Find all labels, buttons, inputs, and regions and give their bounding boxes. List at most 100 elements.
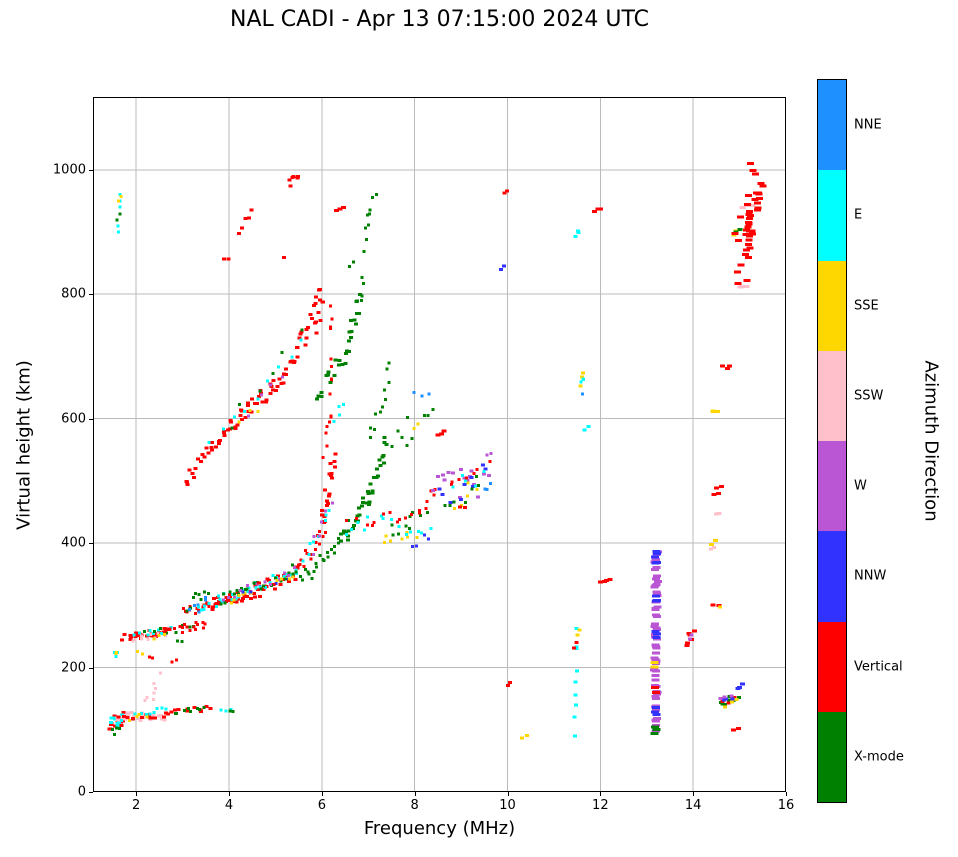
y-tickmark [89, 667, 93, 669]
scatter-segment-SSW [143, 671, 162, 702]
scatter-segment-W [718, 694, 734, 701]
x-tick-label: 4 [224, 798, 234, 813]
x-tick-label: 8 [410, 798, 419, 813]
y-tickmark [89, 169, 93, 171]
scatter-segment-SSE [237, 408, 260, 424]
scatter-segment-X [371, 192, 379, 199]
scatter-segment-NNW [651, 594, 661, 603]
scatter-segment-X [174, 706, 206, 716]
scatter-segment-V [344, 511, 392, 527]
colorbar-segment-nnw [818, 531, 846, 622]
scatter-segment-V [731, 162, 767, 286]
scatter-segment-X [443, 475, 481, 508]
scatter-segment-V [713, 485, 724, 490]
scatter-segment-NNE [483, 482, 493, 491]
scatter-segment-V [457, 505, 467, 509]
scatter-segment-SSE [520, 734, 529, 740]
y-tick-label: 600 [61, 411, 86, 427]
scatter-segment-SSW [713, 512, 722, 516]
scatter-segment-V [184, 446, 215, 487]
scatter-segment-V [236, 208, 254, 236]
scatter-segment-NNE [412, 390, 431, 398]
y-tickmark [89, 418, 93, 420]
scatter-segment-SSE [136, 649, 145, 656]
scatter-segment-V [222, 257, 231, 261]
scatter-segment-X [111, 726, 121, 736]
scatter-segment-X [298, 536, 340, 582]
scatter-segment-X [366, 436, 389, 504]
scatter-segment-SSW [708, 545, 716, 551]
scatter-segment-NNE [188, 596, 208, 614]
y-axis-label: Virtual height (km) [13, 360, 35, 530]
scatter-segment-E [451, 469, 486, 489]
scatter-segment-V [505, 680, 512, 687]
colorbar-segment-x-mode [818, 711, 846, 802]
scatter-segment-SSE [710, 409, 721, 413]
colorbar-category-label: Vertical [854, 659, 903, 675]
scatter-segment-W [687, 633, 694, 641]
scatter-segment-V [651, 686, 660, 694]
scatter-segment-X [357, 208, 372, 315]
y-tick-label: 0 [77, 784, 86, 800]
scatter-segment-SSE [114, 651, 119, 655]
scatter-segment-V [328, 304, 334, 418]
scatter-segment-E [344, 514, 401, 537]
scatter-segment-SSE [575, 628, 582, 637]
scatter-segment-E [405, 527, 433, 536]
chart-title: NAL CADI - Apr 13 07:15:00 2024 UTC [230, 7, 649, 32]
scatter-segment-X [314, 358, 348, 401]
colorbar-category-label: X-mode [854, 749, 904, 765]
scatter-segment-NNW [498, 264, 506, 272]
scatter-segment-V [148, 655, 155, 660]
colorbar-category-label: SSW [854, 388, 884, 404]
scatter-segment-SSE [452, 481, 479, 510]
x-tick-label: 10 [499, 798, 516, 813]
scatter-segment-E [207, 338, 303, 445]
scatter-segment-X [650, 725, 661, 736]
y-tick-label: 200 [61, 660, 86, 676]
scatter-segment-SSE [718, 605, 723, 609]
scatter-segment-E [572, 626, 579, 738]
x-tickmark [229, 792, 230, 796]
scatter-segment-SSE [723, 697, 739, 709]
scatter-segment-SSE [578, 371, 585, 388]
scatter-segment-V [287, 175, 301, 188]
scatter-segment-V [592, 207, 603, 214]
y-tick-label: 400 [61, 535, 86, 551]
y-tickmark [89, 792, 93, 793]
scatter-segment-NNW [722, 697, 735, 702]
colorbar-category-label: E [854, 207, 863, 223]
colorbar-segment-nne [818, 80, 846, 171]
scatter-segment-E [332, 403, 346, 423]
scatter-segment-W [650, 550, 662, 733]
scatter-segment-X [390, 415, 409, 448]
colorbar-category-label: W [854, 478, 867, 494]
scatter-segment-SSE [275, 575, 295, 582]
scatter-segment-V [170, 658, 178, 664]
scatter-segment-V [449, 459, 492, 486]
y-tickmark [89, 543, 93, 545]
scatter-segment-NNW [735, 682, 745, 691]
scatter-segment-V [295, 288, 322, 359]
scatter-segment-V [711, 492, 722, 496]
x-tickmark [600, 792, 602, 796]
scatter-segment-W [263, 566, 297, 587]
colorbar-category-label: NNW [854, 568, 887, 584]
scatter-segment-NNE [580, 392, 584, 396]
scatter-segment-SSE [383, 531, 419, 545]
scatter-segment-NNW [651, 630, 661, 640]
scatter-segment-V [334, 205, 346, 213]
x-tick-label: 12 [592, 798, 609, 813]
plot-area [93, 97, 786, 792]
x-tickmark [321, 792, 323, 796]
scatter-segment-X [228, 709, 235, 714]
colorbar-segment-sse [818, 260, 846, 351]
scatter-segment-V [395, 507, 428, 524]
scatter-segment-SSW [737, 284, 750, 289]
scatter-segment-X [368, 380, 391, 439]
scatter-segment-E [573, 229, 581, 239]
colorbar-axis-label: Azimuth Direction [920, 360, 942, 522]
scatter-segment-X [347, 260, 355, 268]
scatter-segment-X [405, 436, 414, 447]
